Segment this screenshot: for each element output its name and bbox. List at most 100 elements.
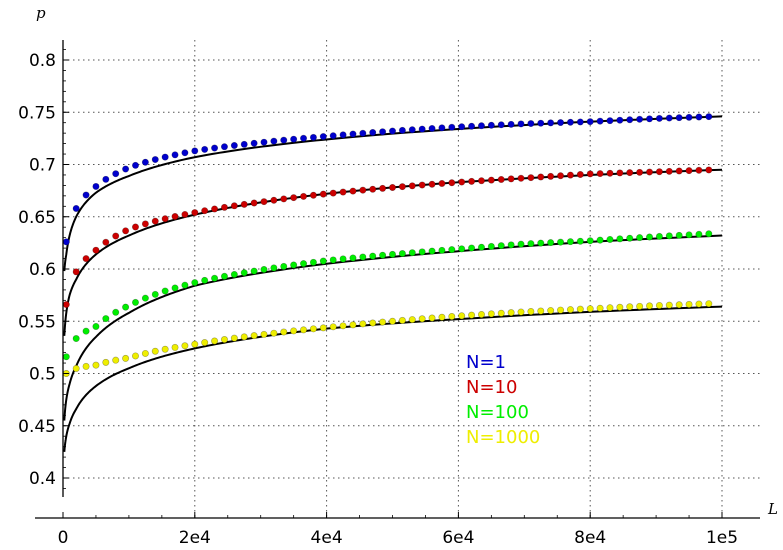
data-point <box>616 169 624 177</box>
data-point <box>487 121 495 129</box>
data-point <box>230 202 238 210</box>
data-point <box>458 245 466 253</box>
series-points <box>62 166 713 309</box>
data-point <box>596 170 604 178</box>
data-point <box>349 130 357 138</box>
data-point <box>82 362 90 370</box>
data-point <box>557 238 565 246</box>
data-point <box>82 191 90 199</box>
grid <box>63 40 760 518</box>
y-tick-label: 0.55 <box>18 312 56 332</box>
data-point <box>468 122 476 130</box>
data-point <box>240 140 248 148</box>
x-axis-label: L <box>767 500 778 518</box>
data-point <box>675 301 683 309</box>
data-point <box>250 199 258 207</box>
data-point <box>309 325 317 333</box>
data-point <box>626 169 634 177</box>
data-point <box>62 353 70 361</box>
data-point <box>477 122 485 130</box>
data-point <box>141 349 149 357</box>
x-tick-label: 8e4 <box>574 528 606 548</box>
data-point <box>240 269 248 277</box>
data-point <box>309 258 317 266</box>
data-point <box>72 364 80 372</box>
data-point <box>636 115 644 123</box>
fit-curve <box>63 115 723 272</box>
data-point <box>398 183 406 191</box>
data-point <box>131 161 139 169</box>
data-point <box>309 133 317 141</box>
data-point <box>438 179 446 187</box>
data-point <box>349 254 357 262</box>
data-point <box>211 144 219 152</box>
data-point <box>547 239 555 247</box>
data-point <box>655 114 663 122</box>
data-point <box>250 332 258 340</box>
data-point <box>191 279 199 287</box>
series-points <box>62 230 713 361</box>
data-point <box>102 358 110 366</box>
data-point <box>497 175 505 183</box>
data-point <box>398 250 406 258</box>
data-point <box>646 233 654 241</box>
data-point <box>655 301 663 309</box>
y-tick-label: 0.75 <box>18 103 56 123</box>
data-point <box>388 317 396 325</box>
data-point <box>685 231 693 239</box>
data-point <box>448 313 456 321</box>
data-point <box>151 156 159 164</box>
data-point <box>685 113 693 121</box>
data-point <box>300 192 308 200</box>
data-point <box>705 113 713 121</box>
data-point <box>665 114 673 122</box>
data-point <box>576 118 584 126</box>
data-point <box>290 135 298 143</box>
x-tick-label: 6e4 <box>442 528 474 548</box>
data-point <box>92 361 100 369</box>
data-point <box>181 342 189 350</box>
data-point <box>92 246 100 254</box>
series-points <box>62 300 713 377</box>
data-point <box>636 302 644 310</box>
data-point <box>655 232 663 240</box>
data-point <box>487 242 495 250</box>
data-point <box>408 126 416 134</box>
data-point <box>171 284 179 292</box>
data-point <box>201 207 209 215</box>
data-point <box>211 337 219 345</box>
data-point <box>458 312 466 320</box>
data-point <box>477 310 485 318</box>
data-point <box>606 117 614 125</box>
data-point <box>379 128 387 136</box>
data-point <box>477 177 485 185</box>
data-point <box>131 298 139 306</box>
data-point <box>487 310 495 318</box>
data-point <box>388 183 396 191</box>
data-point <box>161 215 169 223</box>
data-point <box>566 118 574 126</box>
data-point <box>201 276 209 284</box>
data-point <box>695 300 703 308</box>
data-point <box>211 274 219 282</box>
data-points <box>62 113 713 377</box>
data-point <box>151 347 159 355</box>
data-point <box>507 120 515 128</box>
data-point <box>448 246 456 254</box>
data-point <box>586 305 594 313</box>
data-point <box>418 315 426 323</box>
data-point <box>82 255 90 263</box>
data-point <box>141 294 149 302</box>
data-point <box>507 175 515 183</box>
data-point <box>428 247 436 255</box>
data-point <box>438 124 446 132</box>
data-point <box>181 210 189 218</box>
data-point <box>448 179 456 187</box>
data-point <box>319 190 327 198</box>
data-point <box>359 186 367 194</box>
data-point <box>398 316 406 324</box>
data-point <box>339 188 347 196</box>
y-axis-label: p <box>36 4 46 22</box>
data-point <box>616 303 624 311</box>
data-point <box>270 329 278 337</box>
